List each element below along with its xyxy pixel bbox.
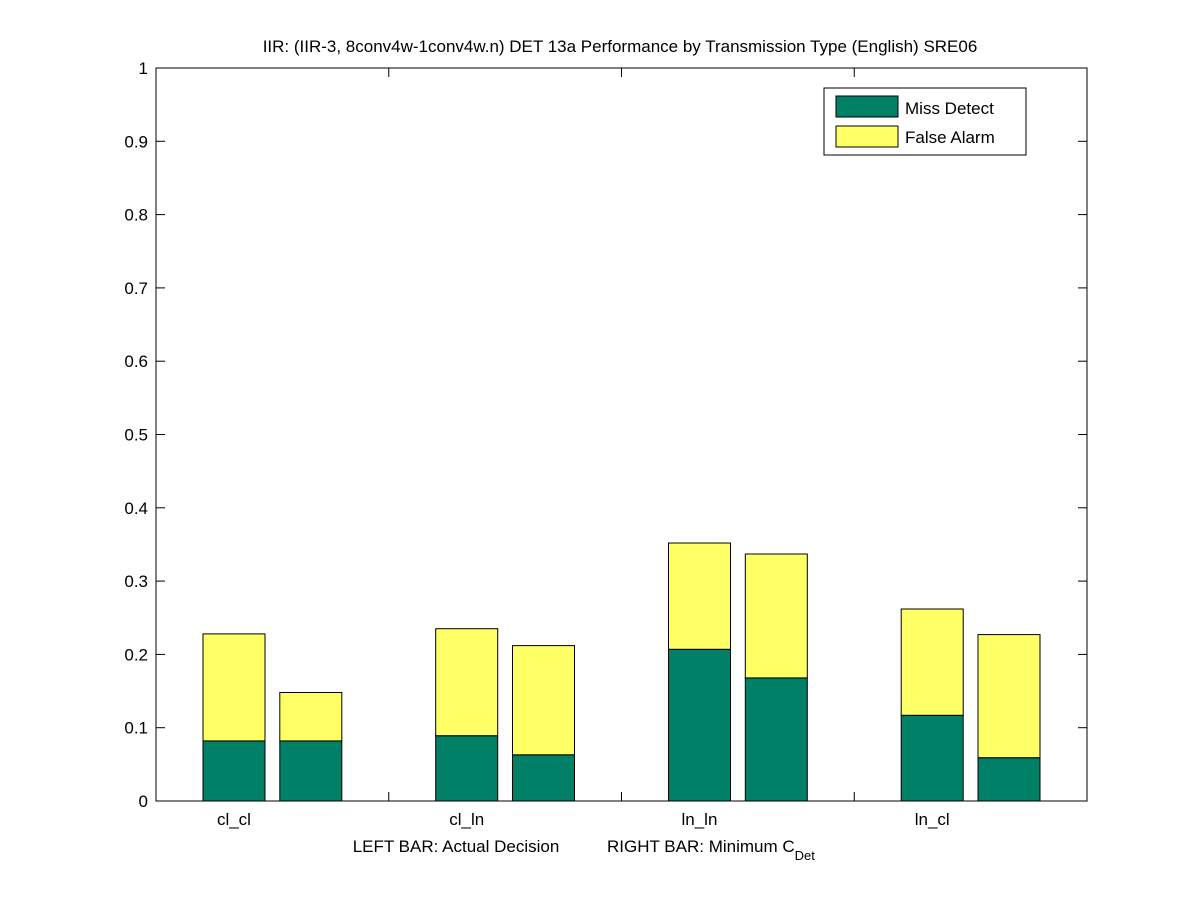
y-tick-label: 0.7	[124, 279, 148, 298]
bar-cl-cl-actual-decision-false-alarm	[202, 633, 266, 742]
y-tick-label: 0	[139, 792, 148, 811]
bar-ln-ln-actual-decision-miss-detect	[668, 648, 731, 802]
y-tick-label: 0.3	[124, 572, 148, 591]
y-tick-label: 0.9	[124, 132, 148, 151]
bar-cl-cl-actual-decision-miss-detect	[202, 740, 266, 802]
legend-label-miss-detect: Miss Detect	[905, 99, 994, 118]
y-tick-label: 0.5	[124, 426, 148, 445]
x-axis-label-right-subscript: Det	[795, 848, 816, 863]
y-tick-label: 0.6	[124, 352, 148, 371]
y-tick-label: 1	[139, 59, 148, 78]
legend-swatch-miss-detect	[835, 95, 899, 118]
chart-title: IIR: (IIR-3, 8conv4w-1conv4w.n) DET 13a …	[263, 37, 978, 56]
x-tick-label-ln-ln: ln_ln	[682, 810, 718, 829]
y-tick-label: 0.8	[124, 206, 148, 225]
x-axis-label-right-text: RIGHT BAR: Minimum C	[607, 837, 795, 856]
y-tick-label: 0.1	[124, 719, 148, 738]
y-axis: 0 0.1 0.2 0.3 0.4 0.5 0.6 0.7 0.8 0.9 1	[124, 59, 1087, 811]
bar-ln-ln-minimum-cdet-miss-detect	[744, 677, 808, 802]
x-axis: cl_cl cl_ln ln_ln ln_cl	[217, 68, 950, 829]
bar-ln-cl-minimum-cdet-miss-detect	[977, 757, 1041, 802]
bar-cl-ln-minimum-cdet-false-alarm	[512, 645, 575, 756]
bars-layer	[202, 542, 1041, 802]
bar-ln-cl-actual-decision-false-alarm	[900, 608, 964, 716]
bar-ln-cl-minimum-cdet-false-alarm	[977, 634, 1041, 759]
x-tick-label-ln-cl: ln_cl	[915, 810, 950, 829]
bar-cl-cl-minimum-cdet-miss-detect	[279, 740, 343, 802]
bar-ln-cl-actual-decision-miss-detect	[900, 714, 964, 802]
x-tick-label-cl-ln: cl_ln	[449, 810, 484, 829]
x-tick-label-cl-cl: cl_cl	[217, 810, 251, 829]
x-axis-label-left: LEFT BAR: Actual Decision	[353, 837, 560, 856]
legend-swatch-false-alarm	[835, 125, 899, 148]
bar-ln-ln-actual-decision-false-alarm	[668, 542, 731, 650]
bar-cl-ln-actual-decision-miss-detect	[435, 735, 499, 802]
bar-ln-ln-minimum-cdet-false-alarm	[744, 553, 808, 679]
legend: Miss Detect False Alarm	[823, 87, 1027, 156]
bar-cl-ln-actual-decision-false-alarm	[435, 628, 499, 737]
y-tick-label: 0.2	[124, 645, 148, 664]
legend-label-false-alarm: False Alarm	[905, 128, 995, 147]
y-tick-label: 0.4	[124, 499, 148, 518]
bar-cl-ln-minimum-cdet-miss-detect	[512, 754, 575, 802]
bar-cl-cl-minimum-cdet-false-alarm	[279, 692, 343, 742]
x-axis-label-right: RIGHT BAR: Minimum CDet	[607, 837, 815, 863]
